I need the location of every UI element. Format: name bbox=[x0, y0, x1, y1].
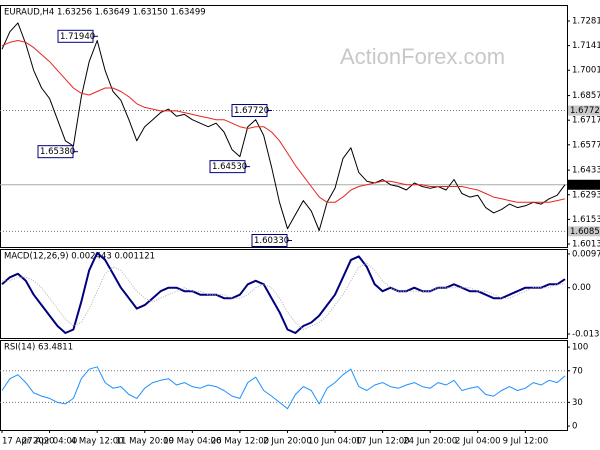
y-tick-label: 1.68570 bbox=[572, 91, 600, 101]
y-tick-label: 1.72810 bbox=[572, 17, 600, 27]
annotation-box bbox=[37, 145, 74, 159]
series-line bbox=[1, 22, 566, 231]
x-tick-label: 9 Jul 12:00 bbox=[503, 437, 549, 447]
series-line bbox=[1, 251, 566, 334]
current-price-bg bbox=[568, 179, 600, 190]
annotation-box bbox=[209, 160, 246, 174]
y-tick-label: 100 bbox=[572, 343, 588, 353]
x-tick-label: 17 Jun 12:00 bbox=[356, 437, 410, 447]
level-label: 1.60850 bbox=[570, 227, 600, 237]
x-tick-label: 19 May 04:00 bbox=[163, 437, 221, 447]
x-tick-label: 11 May 20:00 bbox=[116, 437, 174, 447]
series-line bbox=[1, 40, 566, 203]
y-tick-label: 0.00 bbox=[572, 283, 591, 293]
x-tick-label: 26 May 12:00 bbox=[211, 437, 269, 447]
y-tick-label: 1.70010 bbox=[572, 66, 600, 76]
panel-title: EURAUD,H4 1.63256 1.63649 1.63150 1.6349… bbox=[4, 8, 206, 18]
y-tick-label: 1.71410 bbox=[572, 41, 600, 51]
panel-title: RSI(14) 63.4811 bbox=[4, 343, 73, 353]
y-tick-label: 1.67170 bbox=[572, 116, 600, 126]
panel-frame bbox=[0, 249, 568, 339]
annotation-label: 1.65380 bbox=[40, 147, 75, 157]
y-tick-label: 30 bbox=[572, 398, 583, 408]
y-tick-label: 70 bbox=[572, 366, 583, 376]
x-tick-label: 2 Jul 04:00 bbox=[455, 437, 501, 447]
level-label: 1.67720 bbox=[570, 106, 600, 116]
annotation-label: 1.60330 bbox=[254, 236, 289, 246]
current-price-label: 1.63499 bbox=[570, 180, 600, 190]
panel-frame bbox=[0, 340, 568, 431]
level-label-bg bbox=[568, 105, 600, 116]
annotation-box bbox=[57, 29, 94, 43]
y-tick-label: 1.64330 bbox=[572, 166, 600, 176]
y-tick-label: 1.62930 bbox=[572, 190, 600, 200]
x-tick-label: 17 Apr 2020 bbox=[2, 437, 55, 447]
x-tick-label: 27 Apr 04:00 bbox=[22, 437, 77, 447]
y-tick-label: 1.61530 bbox=[572, 215, 600, 225]
y-tick-label: 0 bbox=[572, 422, 577, 432]
y-tick-label: 1.60130 bbox=[572, 240, 600, 250]
annotation-label: 1.64530 bbox=[212, 162, 247, 172]
y-tick-label: 0.009713 bbox=[572, 249, 600, 259]
x-tick-label: 4 May 12:00 bbox=[71, 437, 124, 447]
panel-frame bbox=[0, 5, 568, 248]
watermark: ActionForex.com bbox=[340, 44, 505, 69]
panel-title: MACD(12,26,9) 0.002443 0.001121 bbox=[4, 252, 155, 262]
x-tick-label: 24 Jun 20:00 bbox=[403, 437, 457, 447]
x-tick-label: 2 Jun 20:00 bbox=[263, 437, 312, 447]
annotation-label: 1.71940 bbox=[60, 32, 95, 42]
series-line bbox=[1, 366, 566, 410]
annotation-label: 1.67720 bbox=[234, 106, 269, 116]
x-tick-label: 10 Jun 04:00 bbox=[308, 437, 362, 447]
y-tick-label: 1.65770 bbox=[572, 140, 600, 150]
annotation-box bbox=[231, 104, 268, 118]
y-tick-label: -0.013302 bbox=[572, 330, 600, 340]
level-label-bg bbox=[568, 226, 600, 237]
annotation-box bbox=[251, 233, 288, 247]
